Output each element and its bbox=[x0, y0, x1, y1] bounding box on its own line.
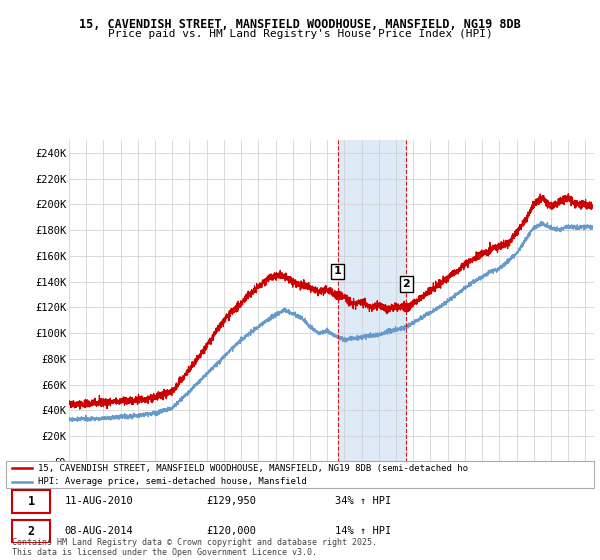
Text: Contains HM Land Registry data © Crown copyright and database right 2025.
This d: Contains HM Land Registry data © Crown c… bbox=[12, 538, 377, 557]
Text: £120,000: £120,000 bbox=[206, 526, 256, 536]
Text: £129,950: £129,950 bbox=[206, 496, 256, 506]
Text: 15, CAVENDISH STREET, MANSFIELD WOODHOUSE, MANSFIELD, NG19 8DB (semi-detached ho: 15, CAVENDISH STREET, MANSFIELD WOODHOUS… bbox=[38, 464, 469, 473]
Text: 11-AUG-2010: 11-AUG-2010 bbox=[65, 496, 134, 506]
Bar bbox=[12, 520, 50, 543]
Bar bbox=[12, 490, 50, 512]
Text: 1: 1 bbox=[28, 495, 35, 508]
Text: HPI: Average price, semi-detached house, Mansfield: HPI: Average price, semi-detached house,… bbox=[38, 477, 307, 486]
Text: 1: 1 bbox=[334, 267, 341, 277]
Text: 08-AUG-2014: 08-AUG-2014 bbox=[65, 526, 134, 536]
Text: 14% ↑ HPI: 14% ↑ HPI bbox=[335, 526, 392, 536]
Text: 15, CAVENDISH STREET, MANSFIELD WOODHOUSE, MANSFIELD, NG19 8DB: 15, CAVENDISH STREET, MANSFIELD WOODHOUS… bbox=[79, 18, 521, 31]
Text: 2: 2 bbox=[28, 525, 35, 538]
Text: 2: 2 bbox=[403, 279, 410, 290]
Bar bbox=[338, 140, 406, 462]
Text: 34% ↑ HPI: 34% ↑ HPI bbox=[335, 496, 392, 506]
Text: Price paid vs. HM Land Registry's House Price Index (HPI): Price paid vs. HM Land Registry's House … bbox=[107, 29, 493, 39]
